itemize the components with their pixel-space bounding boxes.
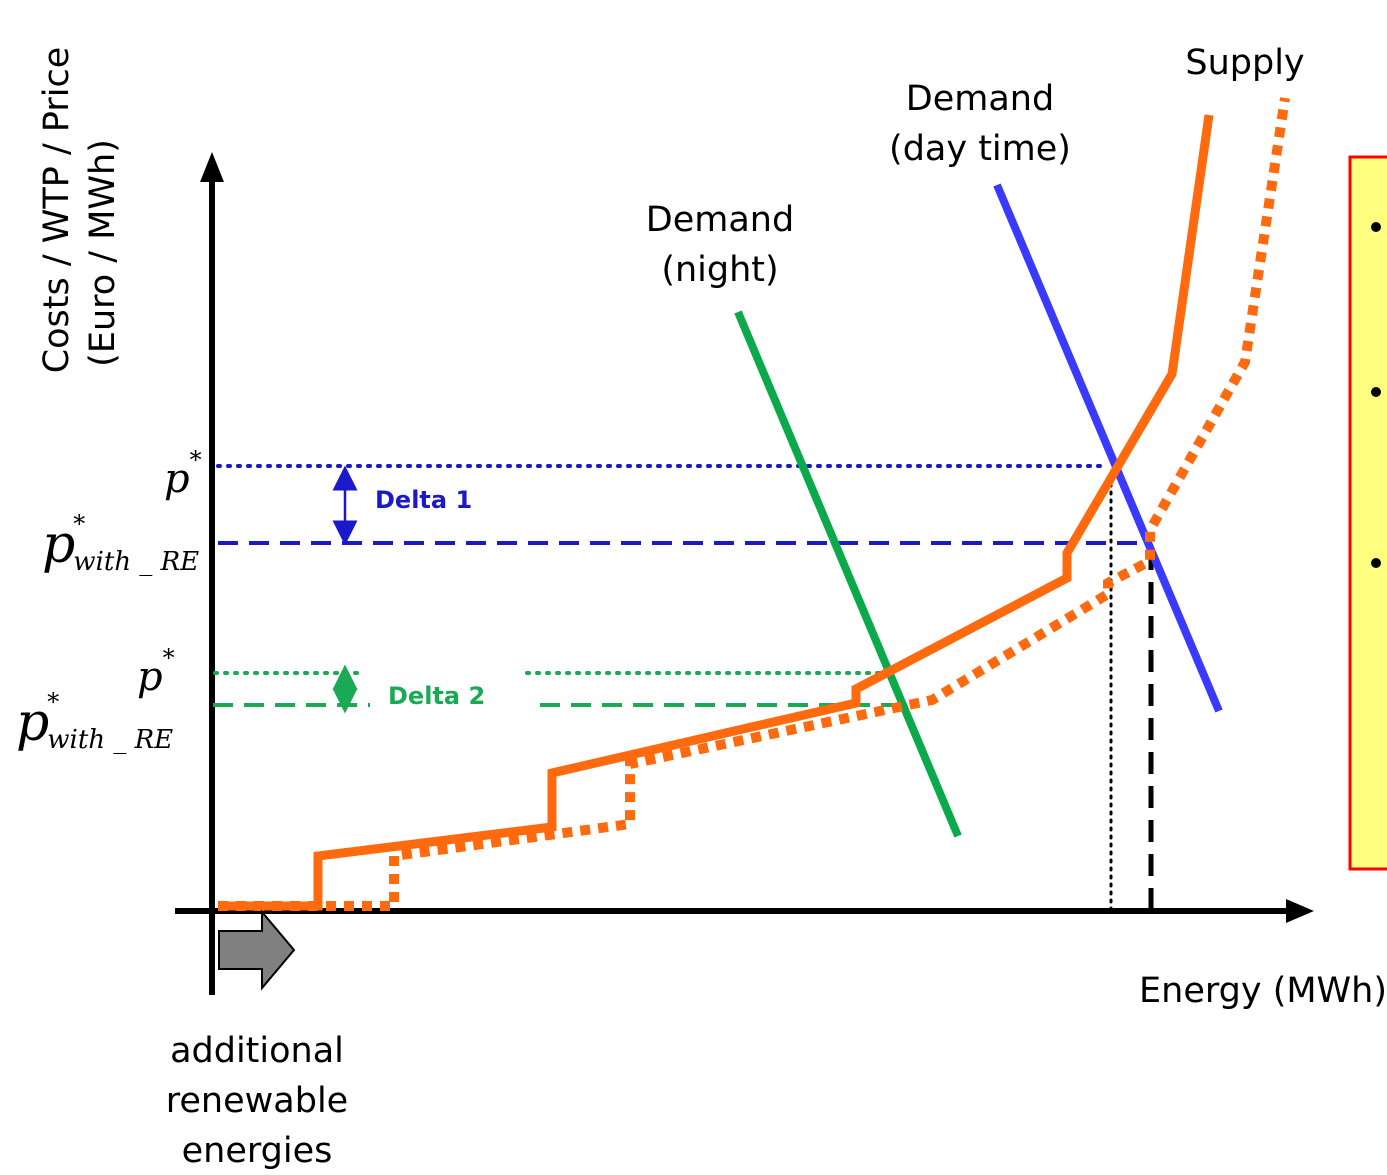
shift-note-line2: renewable — [166, 1081, 348, 1121]
p-symbol: p — [16, 693, 49, 753]
star-superscript: * — [73, 510, 85, 538]
with-re-subscript: with _ RE — [73, 547, 199, 577]
demand-night-label-line1: Demand — [646, 200, 794, 240]
info-box — [1348, 155, 1387, 871]
star-superscript: * — [190, 446, 202, 474]
info-bullet — [1371, 558, 1381, 568]
y-axis-label-line2: (Euro / MWh) — [83, 139, 123, 367]
demand-day-curve — [993, 183, 1223, 713]
supply-label: Supply — [1185, 43, 1304, 83]
p-star-day-label: p* — [164, 446, 202, 502]
star-superscript: * — [47, 688, 59, 716]
p-symbol: p — [42, 515, 75, 575]
right-arrow-icon — [218, 909, 296, 991]
p-symbol: p — [137, 654, 163, 700]
with-re-subscript: with _ RE — [47, 725, 173, 755]
x-axis-label: Energy (MWh) — [1139, 971, 1387, 1011]
p-with-re-day-label: p* with _ RE — [42, 510, 199, 577]
shift-note-line1: additional — [170, 1031, 344, 1071]
demand-night-curve — [734, 310, 962, 838]
info-bullet — [1371, 222, 1381, 232]
delta2-label: Delta 2 — [388, 682, 485, 710]
y-axis-label-line1: Costs / WTP / Price — [37, 47, 77, 374]
x-axis-arrowhead — [1286, 899, 1314, 923]
demand-night-label-line2: (night) — [661, 250, 778, 290]
y-axis-arrowhead — [200, 152, 224, 182]
p-symbol: p — [164, 456, 190, 502]
supply-curve — [218, 114, 1214, 911]
star-superscript: * — [163, 644, 175, 672]
shift-note-line3: energies — [182, 1131, 333, 1171]
p-with-re-night-label: p* with _ RE — [16, 688, 173, 755]
supply-with-re-curve — [218, 97, 1290, 911]
demand-day-label-line1: Demand — [906, 79, 1054, 119]
p-star-night-label: p* — [137, 644, 175, 700]
demand-day-label-line2: (day time) — [889, 129, 1071, 169]
info-bullet — [1371, 387, 1381, 397]
delta1-label: Delta 1 — [375, 486, 472, 514]
